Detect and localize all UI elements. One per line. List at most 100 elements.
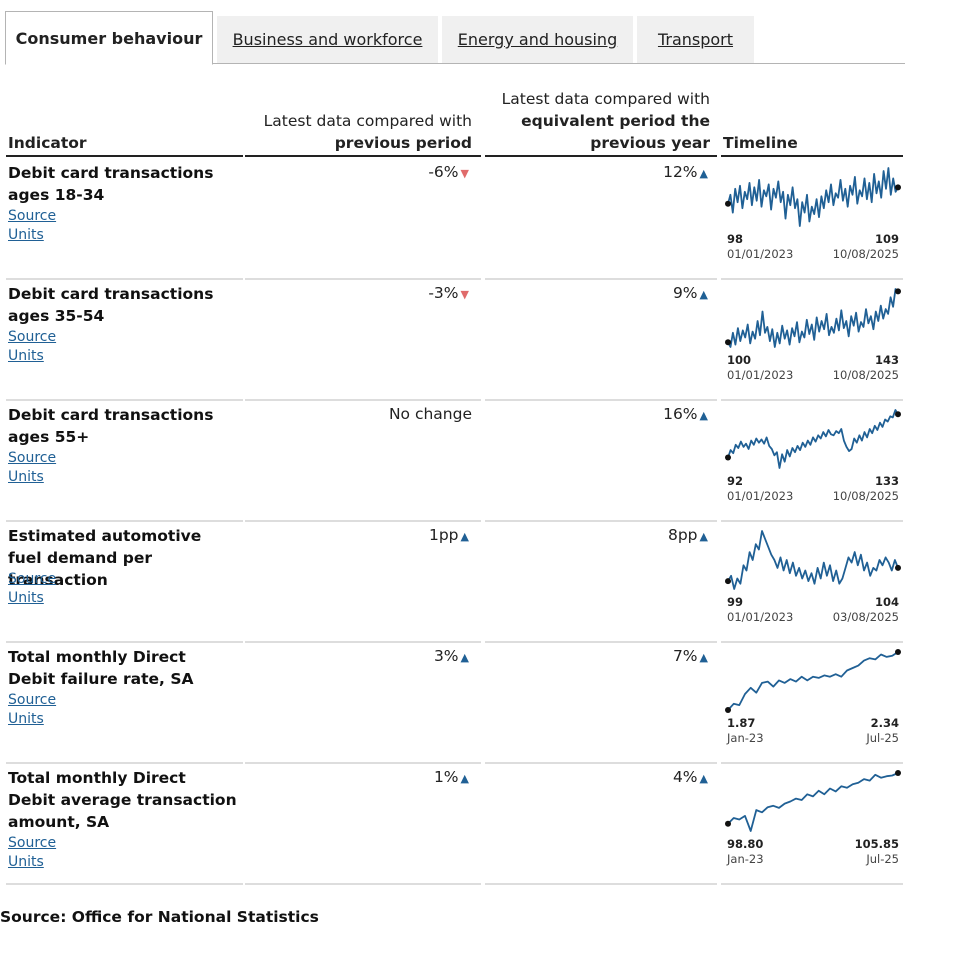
arrow-down-icon: ▼ xyxy=(460,288,469,301)
header-previous-period: Latest data compared with previous perio… xyxy=(243,110,472,154)
previous-period-value: -3% ▼ xyxy=(428,284,469,302)
header-previous-line2: previous period xyxy=(334,134,472,152)
previous-year-value: 7% ▲ xyxy=(673,647,708,665)
previous-year-value: 9% ▲ xyxy=(673,284,708,302)
row-divider xyxy=(245,641,481,643)
timeline-sparkline xyxy=(725,409,901,469)
sparkline-start-point xyxy=(725,339,731,346)
timeline-start-value: 99 xyxy=(727,595,744,609)
previous-year-value-text: 8pp xyxy=(667,526,698,544)
row-divider xyxy=(6,278,243,280)
tab-consumer-behaviour[interactable]: Consumer behaviour xyxy=(5,11,213,65)
indicator-title: Debit card transactions ages 35-54 xyxy=(8,285,214,325)
arrow-up-icon: ▲ xyxy=(460,651,469,664)
header-rule xyxy=(6,155,243,157)
header-previous-year: Latest data compared with equivalent per… xyxy=(483,88,710,154)
arrow-up-icon: ▲ xyxy=(699,530,708,543)
previous-period-value-text: -6% xyxy=(428,163,459,181)
sparkline-end-point xyxy=(895,770,901,776)
sparkline-series xyxy=(727,288,899,348)
timeline-start-date: Jan-23 xyxy=(727,731,764,745)
row-divider xyxy=(485,399,717,401)
timeline-start-date: 01/01/2023 xyxy=(727,368,794,382)
timeline-start-date: 01/01/2023 xyxy=(727,610,794,624)
source-link[interactable]: Source xyxy=(8,208,57,224)
timeline-start-value: 1.87 xyxy=(727,716,756,730)
sparkline-end-point xyxy=(895,184,901,191)
timeline-end-date: 10/08/2025 xyxy=(832,368,899,382)
tab-business-and-workforce[interactable]: Business and workforce xyxy=(217,16,438,63)
timeline-sparkline xyxy=(725,770,901,832)
units-link[interactable]: Units xyxy=(8,854,44,870)
timeline-start-value: 98 xyxy=(727,232,744,246)
tab-bar: Consumer behaviour Business and workforc… xyxy=(5,11,905,65)
previous-year-value-text: 12% xyxy=(663,163,698,181)
header-year-line1: Latest data compared with xyxy=(501,90,710,108)
row-divider xyxy=(485,278,717,280)
header-rule xyxy=(721,155,903,157)
units-link[interactable]: Units xyxy=(8,227,44,243)
tab-energy-and-housing[interactable]: Energy and housing xyxy=(442,16,633,63)
header-year-line3: previous year xyxy=(590,134,710,152)
units-link[interactable]: Units xyxy=(8,590,44,606)
sparkline-end-point xyxy=(895,288,901,295)
sparkline-start-point xyxy=(725,707,731,713)
timeline-start-date: 01/01/2023 xyxy=(727,247,794,261)
row-divider xyxy=(6,641,243,643)
header-timeline: Timeline xyxy=(723,134,798,152)
sparkline-series xyxy=(727,651,899,711)
units-link[interactable]: Units xyxy=(8,348,44,364)
timeline-end-date: Jul-25 xyxy=(866,731,899,745)
row-divider xyxy=(245,520,481,522)
row-divider xyxy=(6,399,243,401)
timeline-end-date: 03/08/2025 xyxy=(832,610,899,624)
row-divider xyxy=(6,883,243,885)
row-divider xyxy=(721,278,903,280)
tab-transport[interactable]: Transport xyxy=(637,16,754,63)
row-divider xyxy=(721,762,903,764)
arrow-up-icon: ▲ xyxy=(699,772,708,785)
timeline-start-date: Jan-23 xyxy=(727,852,764,866)
timeline-sparkline xyxy=(725,530,901,590)
row-divider xyxy=(485,883,717,885)
sparkline-start-point xyxy=(725,454,731,461)
previous-period-value: 1% ▲ xyxy=(434,768,469,786)
previous-period-value-text: 1pp xyxy=(428,526,459,544)
sparkline-start-point xyxy=(725,820,731,827)
previous-year-value-text: 16% xyxy=(663,405,698,423)
previous-period-value-text: No change xyxy=(388,405,472,423)
source-link[interactable]: Source xyxy=(8,835,57,851)
units-link[interactable]: Units xyxy=(8,469,44,485)
row-divider xyxy=(721,520,903,522)
source-link[interactable]: Source xyxy=(8,571,57,587)
arrow-up-icon: ▲ xyxy=(699,409,708,422)
header-year-line2: equivalent period the xyxy=(521,112,710,130)
header-previous-line1: Latest data compared with xyxy=(263,112,472,130)
indicator-title: Debit card transactions ages 55+ xyxy=(8,406,214,446)
previous-year-value: 8pp ▲ xyxy=(668,526,708,544)
timeline-end-date: 10/08/2025 xyxy=(832,247,899,261)
previous-period-value: -6% ▼ xyxy=(428,163,469,181)
timeline-end-value: 109 xyxy=(874,232,899,246)
timeline-end-date: Jul-25 xyxy=(866,852,899,866)
sparkline-end-point xyxy=(895,411,901,418)
previous-year-value-text: 9% xyxy=(672,284,698,302)
timeline-sparkline xyxy=(725,288,901,348)
row-divider xyxy=(245,278,481,280)
source-link[interactable]: Source xyxy=(8,450,57,466)
source-link[interactable]: Source xyxy=(8,329,57,345)
timeline-end-value: 143 xyxy=(874,353,899,367)
previous-year-value: 12% ▲ xyxy=(663,163,708,181)
previous-period-value-text: -3% xyxy=(428,284,459,302)
timeline-end-value: 133 xyxy=(874,474,899,488)
source-link[interactable]: Source xyxy=(8,692,57,708)
indicator-title: Total monthly Direct Debit failure rate,… xyxy=(8,648,194,688)
previous-period-value-text: 3% xyxy=(433,647,459,665)
units-link[interactable]: Units xyxy=(8,711,44,727)
row-divider xyxy=(245,883,481,885)
previous-year-value-text: 4% xyxy=(672,768,698,786)
sparkline-start-point xyxy=(725,200,731,207)
indicator-title: Debit card transactions ages 18-34 xyxy=(8,164,214,204)
sparkline-series xyxy=(727,167,899,227)
sparkline-end-point xyxy=(895,564,901,571)
